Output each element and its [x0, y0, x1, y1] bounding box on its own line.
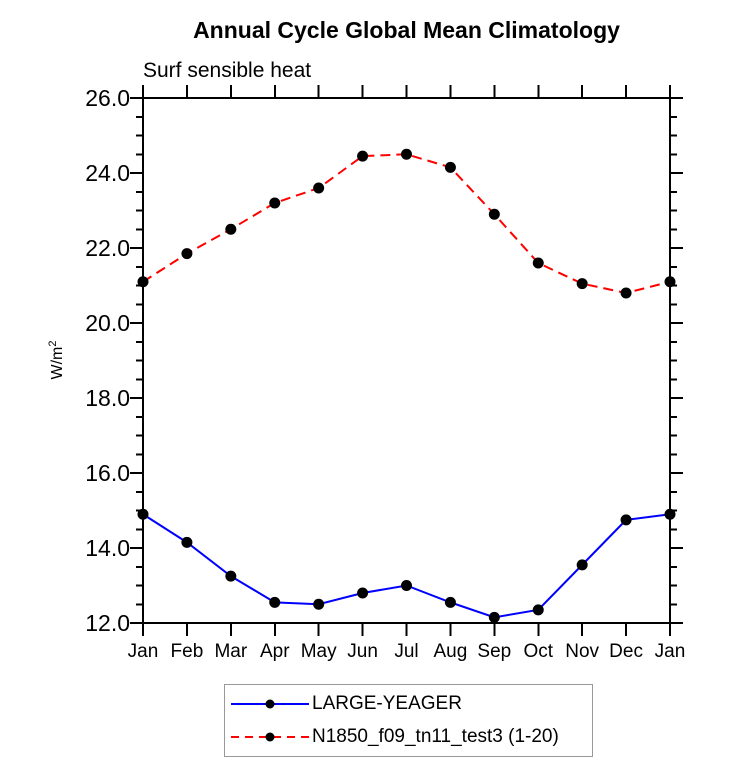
y-tick-label: 22.0 — [85, 235, 130, 261]
data-point — [401, 148, 412, 160]
data-point — [137, 276, 149, 288]
x-tick-label: Mar — [214, 641, 247, 662]
data-point — [576, 278, 588, 290]
legend-item: LARGE-YEAGER — [225, 688, 592, 721]
data-point — [444, 161, 456, 173]
data-point — [401, 580, 412, 591]
legend-line-sample — [231, 699, 309, 709]
data-point — [488, 208, 500, 220]
legend-label: N1850_f09_tn11_test3 (1-20) — [312, 726, 559, 747]
x-tick-label: Oct — [523, 641, 553, 662]
legend-item: N1850_f09_tn11_test3 (1-20) — [225, 721, 592, 754]
data-point — [313, 182, 325, 194]
chart-subtitle: Surf sensible heat — [143, 59, 312, 82]
x-tick-label: Jan — [128, 641, 159, 662]
legend-line-sample — [231, 732, 309, 742]
x-tick-label: Jan — [655, 641, 686, 662]
y-tick-label: 20.0 — [85, 310, 130, 336]
x-tick-label: Aug — [434, 641, 468, 662]
data-point — [269, 596, 281, 608]
y-tick-label: 14.0 — [85, 535, 130, 561]
data-point — [269, 197, 281, 209]
plot-frame — [142, 97, 671, 624]
x-tick-label: Dec — [609, 641, 643, 662]
x-tick-label: Jun — [347, 641, 378, 662]
x-tick-label: Feb — [171, 641, 204, 662]
data-point — [576, 559, 588, 571]
data-point — [225, 223, 237, 235]
y-tick-label: 16.0 — [85, 460, 130, 486]
data-point — [532, 604, 544, 616]
y-tick-label: 24.0 — [85, 160, 130, 186]
y-tick-label: 18.0 — [85, 385, 130, 411]
data-point — [444, 596, 456, 608]
x-tick-label: Sep — [477, 641, 511, 662]
y-tick-label: 26.0 — [85, 85, 130, 111]
legend-marker-dot — [265, 699, 275, 709]
data-point — [357, 150, 369, 162]
legend-label: LARGE-YEAGER — [312, 693, 462, 714]
chart-title: Annual Cycle Global Mean Climatology — [193, 17, 620, 43]
data-point — [488, 611, 500, 623]
legend: LARGE-YEAGER N1850_f09_tn11_test3 (1-20) — [224, 684, 593, 757]
series-line-0 — [142, 513, 671, 619]
x-tick-label: Apr — [260, 641, 290, 662]
series-line-1 — [142, 153, 671, 295]
data-point — [137, 508, 149, 520]
data-point — [181, 536, 193, 548]
data-point — [313, 598, 325, 610]
y-tick-label: 12.0 — [85, 610, 130, 636]
data-point — [532, 257, 544, 269]
data-point — [620, 514, 632, 526]
data-point — [181, 248, 193, 260]
data-point — [620, 287, 632, 299]
x-tick-label: May — [301, 641, 337, 662]
data-point — [664, 508, 676, 520]
x-tick-label: Jul — [394, 641, 418, 662]
data-point — [357, 587, 369, 599]
x-tick-label: Nov — [565, 641, 599, 662]
data-point — [225, 570, 237, 582]
data-point — [664, 276, 676, 288]
legend-marker-dot — [265, 732, 275, 742]
